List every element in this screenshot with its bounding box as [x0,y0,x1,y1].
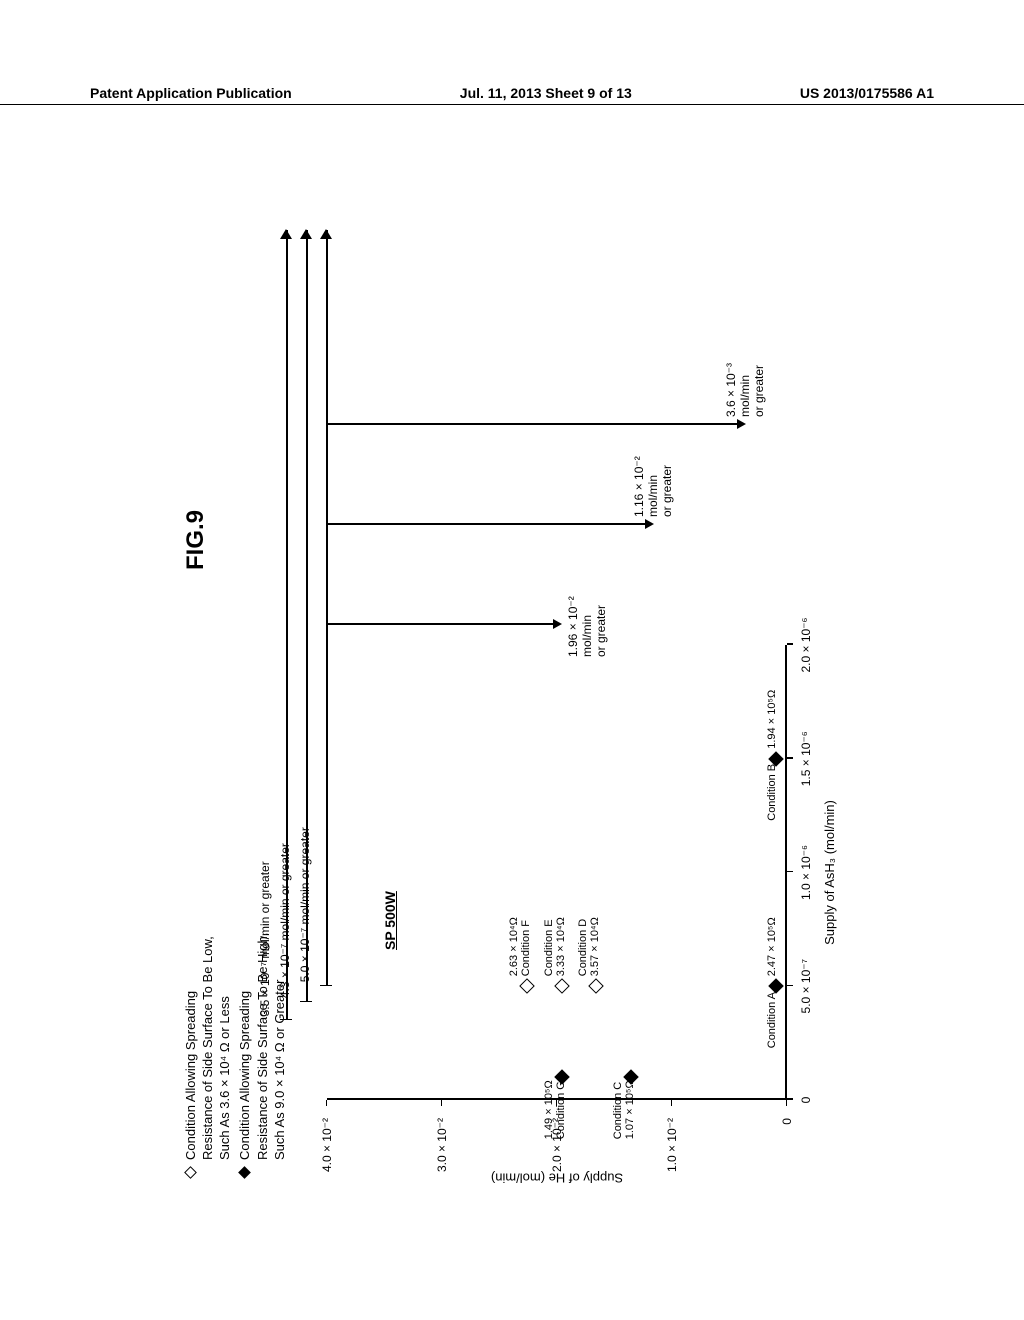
y-tick [671,1100,673,1106]
point-value: 2.63 × 10⁴Ω [508,917,521,976]
figure-title: FIG.9 [182,510,210,570]
diamond-open-icon [519,978,535,994]
sp-label: SP 500W [382,891,398,950]
point-label: Condition B [766,764,779,821]
x-ticklabel: 1.0 × 10⁻⁶ [799,845,813,900]
diamond-fill-icon [237,1166,251,1180]
point-value: 1.94 × 10⁵Ω [766,690,779,749]
header-mid: Jul. 11, 2013 Sheet 9 of 13 [460,85,632,101]
point-label: Condition D [577,919,590,976]
figure-9: FIG.9 Condition Allowing SpreadingResist… [182,220,842,1180]
point-value: 3.57 × 10⁴Ω [589,917,602,976]
y-tick [786,1100,788,1106]
x-ticklabel: 1.5 × 10⁻⁶ [799,731,813,786]
plot-area: Supply of He (mol/min) Supply of AsH₃ (m… [327,645,787,1100]
y-tick [441,1100,443,1106]
point-label: Condition G [555,1081,568,1139]
y-ticklabel: 4.0 × 10⁻² [320,1118,334,1172]
x-tick [787,871,793,873]
top-arrow-label: 4.3 × 10⁻⁷ mol/min or greater [278,843,292,998]
x-tick [787,644,793,646]
legend-open-text: Condition Allowing SpreadingResistance o… [182,936,233,1160]
y-axis-label: Supply of He (mol/min) [491,1171,623,1186]
x-axis-label: Supply of AsH₃ (mol/min) [822,800,837,945]
point-label: Condition A [766,992,779,1048]
x-ticklabel: 0 [799,1097,813,1104]
point-label: Condition E [543,919,556,976]
y-ticklabel: 0 [780,1118,794,1125]
header-left: Patent Application Publication [0,85,292,101]
diamond-open-icon [588,978,604,994]
point-value: 1.49 × 10⁵Ω [543,1080,556,1139]
y-tick [326,1100,328,1106]
drop-arrow-label: 1.16 × 10⁻²mol/minor greater [632,456,675,517]
legend-open: Condition Allowing SpreadingResistance o… [182,933,233,1180]
x-tick [787,1099,793,1101]
header-right: US 2013/0175586 A1 [800,85,1024,101]
y-ticklabel: 1.0 × 10⁻² [665,1118,679,1172]
legend: Condition Allowing SpreadingResistance o… [182,933,291,1180]
point-value: 3.33 × 10⁴Ω [555,917,568,976]
point-label: Condition C [612,1082,625,1139]
y-ticklabel: 3.0 × 10⁻² [435,1118,449,1172]
drop-arrow-label: 3.6 × 10⁻³mol/minor greater [724,363,767,417]
point-value: 1.07 × 10⁵Ω [624,1080,637,1139]
x-axis [785,645,787,1100]
x-ticklabel: 2.0 × 10⁻⁶ [799,618,813,673]
x-tick [787,757,793,759]
diamond-open-icon [554,978,570,994]
x-tick [787,985,793,987]
diamond-open-icon [183,1166,197,1180]
point-label: Condition F [520,920,533,976]
top-arrow-label: 3.5 × 10⁻⁷ mol/min or greater [258,861,272,1016]
x-ticklabel: 5.0 × 10⁻⁷ [799,959,813,1013]
point-value: 2.47 × 10⁵Ω [766,917,779,976]
top-arrow-label: 5.0 × 10⁻⁷ mol/min or greater [298,827,312,982]
page-header: Patent Application Publication Jul. 11, … [0,85,1024,105]
